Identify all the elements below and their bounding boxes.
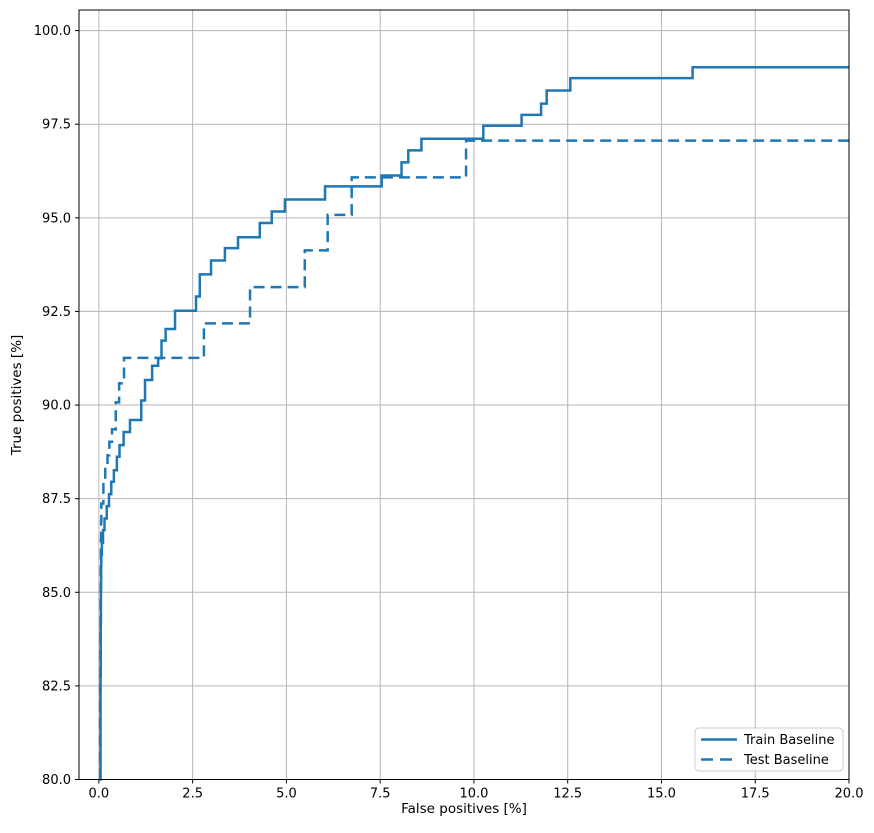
y-tick-label: 85.0 [42,586,71,601]
x-tick-label: 20.0 [835,787,864,802]
y-tick-label: 80.0 [42,773,71,788]
legend-label: Train Baseline [743,733,834,748]
y-tick-label: 87.5 [42,492,71,507]
plot-border [78,9,850,780]
y-axis-label: True positives [%] [9,334,25,456]
x-tick-label: 12.5 [553,787,582,802]
x-axis-label: False positives [%] [401,801,527,817]
train-baseline-curve [99,66,849,781]
x-tick-label: 5.0 [276,787,297,802]
x-tick-label: 7.5 [370,787,391,802]
x-tick-label: 2.5 [182,787,203,802]
grid [79,10,850,780]
x-tick-label: 0.0 [89,787,110,802]
y-tick-label: 97.5 [42,118,71,133]
x-tick-label: 17.5 [741,787,770,802]
legend-label: Test Baseline [743,753,829,768]
x-tick-label: 15.0 [647,787,676,802]
y-tick-label: 82.5 [42,679,71,694]
y-tick-label: 90.0 [42,399,71,414]
test-baseline-curve [98,139,849,781]
x-tick-label: 10.0 [459,787,488,802]
y-tick-label: 92.5 [42,305,71,320]
y-tick-label: 95.0 [42,211,71,226]
ticks: 0.0 2.5 5.0 7.5 10.0 12.5 15.0 17.5 20.0 80.0 82.5… [34,24,864,801]
legend: Train Baseline Test Baseline [694,727,844,772]
y-tick-label: 100.0 [34,24,71,39]
